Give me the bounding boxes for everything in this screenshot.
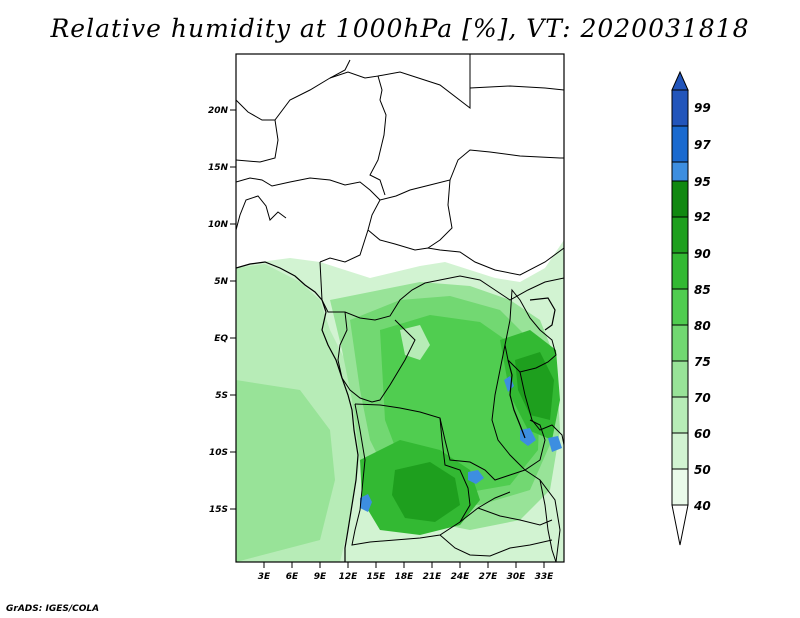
colorbar-segment [671, 125, 689, 163]
lat-label: 10S [209, 448, 228, 458]
colorbar-label: 60 [694, 427, 711, 441]
lat-label: 20N [208, 106, 229, 116]
grads-credit: GrADS: IGES/COLA [6, 604, 100, 614]
colorbar-segment [671, 360, 689, 398]
lon-label: 21E [423, 572, 443, 582]
lat-label: 5S [215, 391, 228, 401]
lon-label: 18E [395, 572, 415, 582]
lon-label: 9E [314, 572, 327, 582]
country-borders [236, 54, 564, 562]
lon-label: 6E [286, 572, 299, 582]
lat-label: 15N [208, 163, 229, 173]
colorbar-label: 75 [694, 355, 711, 369]
lon-label: 24E [451, 572, 471, 582]
colorbar-label: 85 [694, 283, 711, 297]
colorbar-label: 92 [694, 210, 711, 224]
colorbar-label: 80 [694, 319, 711, 333]
lon-label: 33E [535, 572, 555, 582]
lat-labels: 20N 15N 10N 5N EQ 5S 10S 15S [208, 106, 229, 515]
lon-label: 27E [479, 572, 499, 582]
colorbar-segment [671, 468, 689, 506]
colorbar-label: 40 [693, 499, 711, 513]
map-title: Relative humidity at 1000hPa [%], VT: 20… [50, 14, 750, 43]
lat-ticks [230, 109, 236, 510]
lon-ticks [263, 562, 545, 568]
colorbar-label: 90 [694, 247, 711, 261]
lat-label: 15S [209, 505, 228, 515]
colorbar-segment [671, 288, 689, 326]
lat-label: 5N [214, 277, 228, 287]
colorbar-label: 95 [694, 175, 711, 189]
colorbar-label: 70 [694, 391, 711, 405]
humidity-field [236, 240, 564, 562]
colorbar-labels: 99 97 95 92 90 85 80 75 70 60 50 40 [693, 101, 711, 513]
colorbar-segment [671, 396, 689, 434]
colorbar-segment [671, 432, 689, 470]
lon-label: 12E [339, 572, 359, 582]
map-frame [235, 53, 565, 563]
colorbar-segment [671, 161, 689, 182]
colorbar-top-arrow [671, 70, 689, 91]
colorbar-segment [671, 89, 689, 127]
lon-label: 15E [367, 572, 387, 582]
lon-labels: 3E 6E 9E 12E 15E 18E 21E 24E 27E 30E 33E [258, 572, 554, 582]
colorbar-label: 50 [694, 463, 711, 477]
lat-label: 10N [208, 220, 229, 230]
lon-label: 3E [258, 572, 271, 582]
colorbar-segment [671, 216, 689, 254]
colorbar-label: 97 [694, 138, 711, 152]
colorbar-segment [671, 180, 689, 218]
colorbar-label: 99 [694, 101, 711, 115]
colorbar-segment [671, 324, 689, 362]
colorbar-segment [671, 252, 689, 290]
lat-label: EQ [214, 334, 228, 344]
colorbar-bottom-arrow [671, 504, 689, 546]
colorbar [671, 70, 689, 546]
lon-label: 30E [507, 572, 527, 582]
coastline [236, 261, 556, 562]
